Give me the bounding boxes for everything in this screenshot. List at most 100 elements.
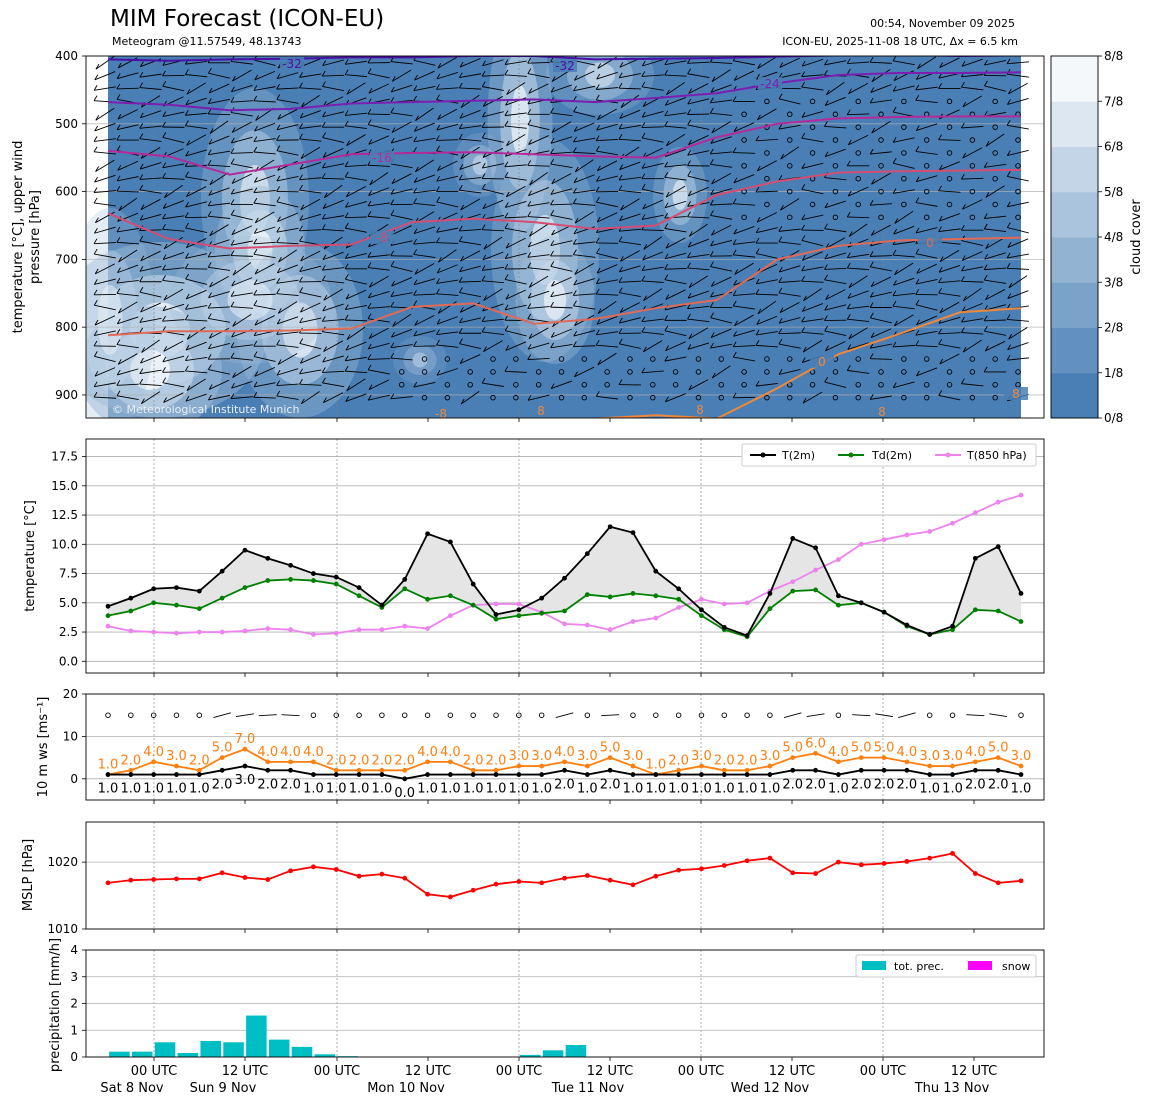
wind-barb: [390, 61, 413, 65]
mslp-point: [1018, 878, 1024, 884]
wind-barb-flag: [709, 302, 714, 308]
wind-barb-flag: [596, 176, 600, 182]
wind-barb: [989, 713, 1008, 718]
wind-barb: [527, 357, 550, 361]
wind-speed-point: [311, 772, 316, 777]
wind-barb: [596, 175, 618, 182]
wind-barb: [94, 304, 116, 311]
wind-barb: [322, 251, 344, 261]
wind-barb: [276, 395, 299, 400]
wind-barb-flag: [847, 344, 852, 350]
gust-point: [699, 763, 704, 769]
wind-barb-flag: [1008, 333, 1013, 340]
wind-barb-flag: [550, 261, 555, 267]
wind-barb-flag: [413, 289, 417, 296]
t850-point: [174, 630, 179, 636]
calm-marker: [421, 356, 428, 362]
calm-marker: [718, 394, 725, 401]
wind-barb: [253, 396, 276, 399]
wind-barb-flag: [824, 151, 829, 157]
wind-barb: [415, 159, 435, 173]
wind-barb-flag: [504, 325, 509, 331]
wind-barb-flag: [209, 281, 213, 288]
wind-speed-label: 3.0: [235, 773, 256, 788]
wind-barb: [1007, 238, 1029, 248]
wind-barb-flag: [230, 188, 235, 195]
wind-barb: [164, 185, 183, 199]
gust-label: 2.0: [394, 753, 415, 768]
wind-barb-flag: [436, 339, 440, 346]
wind-barb: [619, 317, 641, 324]
wind-barb: [437, 56, 458, 69]
wind-barb: [687, 150, 710, 156]
wind-barb-flag: [892, 249, 897, 256]
wind-barb: [664, 279, 687, 285]
wind-barb-flag: [299, 184, 303, 191]
wind-barb-flag: [688, 88, 693, 94]
wind-barb: [482, 331, 504, 336]
wind-barb: [1007, 342, 1029, 351]
wind-barb-flag: [755, 340, 760, 346]
wind-barb-flag: [528, 282, 533, 288]
wind-barb-flag: [848, 88, 852, 94]
wind-barb: [299, 189, 322, 194]
wind-barb-flag: [711, 76, 716, 82]
wind-barb-flag: [985, 243, 990, 249]
wind-barb: [984, 163, 1007, 168]
mslp-point: [836, 859, 841, 865]
calm-marker: [855, 356, 861, 362]
wind-barb: [779, 265, 801, 273]
contour-label-bg: [810, 355, 834, 368]
wind-barb-flag: [253, 228, 258, 234]
x-tick-label: 12 UTC: [951, 1064, 997, 1079]
wind-barb-flag: [481, 377, 486, 384]
wind-barb-flag: [230, 148, 235, 154]
wind-barb-flag: [824, 304, 829, 311]
calm-marker: [787, 163, 793, 169]
wind-barb-flag: [162, 275, 166, 281]
wind-barb: [664, 112, 687, 117]
wind-barb: [254, 263, 275, 275]
wind-barb: [232, 69, 252, 82]
wind-barb-flag: [162, 367, 166, 373]
calm-marker: [855, 394, 861, 401]
wind-barb-flag: [801, 316, 806, 323]
wind-barb: [574, 211, 594, 224]
wind-barb-flag: [618, 82, 623, 89]
wind-barb-flag: [527, 109, 532, 115]
wind-barb-flag: [186, 385, 191, 391]
t2m-point: [447, 539, 453, 545]
wind-barb-flag: [572, 290, 577, 296]
wind-barb-flag: [757, 308, 762, 315]
gust-label: 2.0: [189, 753, 210, 768]
wind-barb: [277, 212, 298, 223]
gust-label: 3.0: [1011, 749, 1032, 764]
wind-barb: [778, 228, 801, 232]
wind-barb: [118, 249, 138, 263]
wind-barb-flag: [481, 173, 486, 179]
wind-barb: [369, 275, 389, 288]
wind-barb-flag: [391, 331, 395, 338]
wind-barb-flag: [276, 369, 281, 376]
wind-barb: [209, 172, 229, 186]
wind-barb-flag: [207, 251, 212, 258]
t2m-point: [836, 593, 841, 599]
calm-marker: [946, 175, 953, 182]
td2m-point: [584, 592, 590, 598]
wind-barb-flag: [688, 384, 693, 391]
wind-barb: [186, 326, 206, 340]
wind-barb: [367, 267, 390, 271]
wind-barb-flag: [230, 352, 235, 359]
wind-barb-flag: [984, 305, 988, 311]
wind-barb-flag: [641, 173, 646, 179]
calm-marker: [401, 712, 408, 718]
wind-barb-flag: [185, 273, 190, 280]
gust-point: [242, 746, 248, 752]
wind-barb: [893, 277, 915, 286]
wind-barb: [482, 229, 505, 232]
colorbar-band: [1051, 237, 1098, 283]
wind-barb-flag: [253, 146, 258, 153]
wind-barb: [94, 138, 116, 142]
cloud-colorbar: 0/81/82/83/84/85/86/87/88/8 cloud cover: [1050, 49, 1144, 425]
wind-barb-flag: [984, 345, 989, 352]
